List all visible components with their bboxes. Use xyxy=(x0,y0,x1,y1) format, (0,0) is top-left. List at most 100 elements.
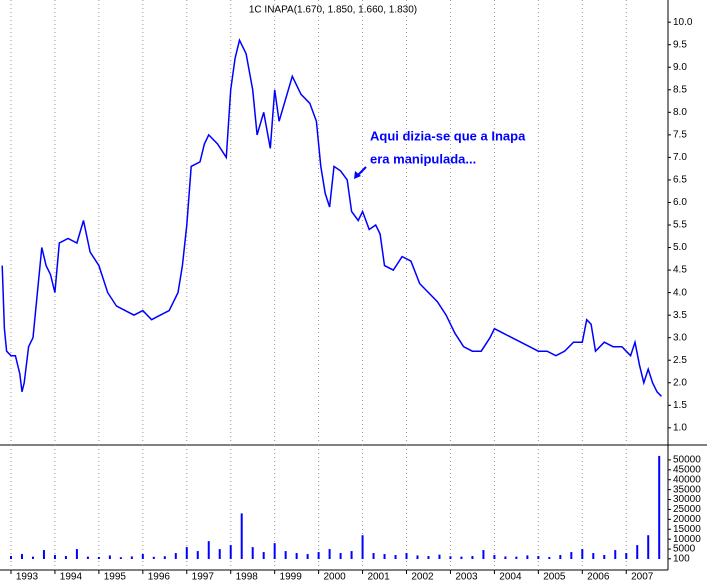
x-tick-label: 2002 xyxy=(411,572,434,582)
volume-bar xyxy=(647,535,650,559)
annotation: era manipulada... xyxy=(370,151,476,166)
x-tick-label: 1999 xyxy=(280,572,303,582)
volume-bar xyxy=(196,551,199,559)
y-tick-label: 5.0 xyxy=(673,242,687,253)
x-tick-label: 1996 xyxy=(148,572,171,582)
y-tick-label: 35000 xyxy=(673,484,701,495)
x-tick-label: 2000 xyxy=(323,572,346,582)
y-tick-label: 15000 xyxy=(673,524,701,535)
volume-bar xyxy=(152,556,155,559)
volume-bar xyxy=(625,553,628,559)
x-tick-label: 2006 xyxy=(587,572,610,582)
y-tick-label: 100 xyxy=(673,553,690,564)
y-tick-label: 8.0 xyxy=(673,107,687,118)
y-tick-label: 9.0 xyxy=(673,62,687,73)
y-tick-label: 30000 xyxy=(673,494,701,505)
volume-bar xyxy=(207,541,210,559)
volume-bar xyxy=(339,553,342,559)
volume-bar xyxy=(317,552,320,559)
volume-bar xyxy=(460,556,463,559)
volume-bar xyxy=(75,549,78,559)
x-tick-label: 2005 xyxy=(543,572,566,582)
volume-bar xyxy=(537,556,540,559)
y-tick-label: 2.0 xyxy=(673,377,687,388)
volume-bar xyxy=(438,554,441,559)
volume-bar xyxy=(295,553,298,559)
volume-bar xyxy=(42,550,45,559)
y-tick-label: 40000 xyxy=(673,474,701,485)
y-tick-label: 50000 xyxy=(673,455,701,466)
x-tick-label: 2004 xyxy=(499,572,522,582)
y-tick-label: 6.0 xyxy=(673,197,687,208)
volume-bar xyxy=(559,555,562,559)
annotation-arrowhead xyxy=(354,171,361,179)
volume-bar xyxy=(383,554,386,559)
volume-bar xyxy=(20,554,23,559)
volume-bar xyxy=(636,545,639,559)
volume-bar xyxy=(548,557,551,559)
volume-bar xyxy=(427,556,430,559)
y-tick-label: 3.0 xyxy=(673,332,687,343)
y-tick-label: 10.0 xyxy=(673,17,693,28)
volume-bar xyxy=(471,556,474,559)
volume-bar xyxy=(86,556,89,559)
volume-bar xyxy=(31,556,34,559)
y-tick-label: 7.0 xyxy=(673,152,687,163)
y-tick-label: 25000 xyxy=(673,504,701,515)
volume-bar xyxy=(185,547,188,559)
y-tick-label: 1.5 xyxy=(673,400,687,411)
y-tick-label: 6.5 xyxy=(673,175,687,186)
volume-bar xyxy=(405,553,408,559)
y-tick-label: 3.5 xyxy=(673,310,687,321)
volume-bar xyxy=(449,556,452,559)
volume-bar xyxy=(229,545,232,559)
volume-bar xyxy=(361,535,364,559)
volume-bar xyxy=(306,554,309,559)
volume-bar xyxy=(108,555,111,559)
y-tick-label: 5.5 xyxy=(673,220,687,231)
x-tick-label: 1994 xyxy=(60,572,83,582)
volume-bar xyxy=(526,555,529,559)
volume-bar xyxy=(240,513,243,559)
y-tick-label: 9.5 xyxy=(673,39,687,50)
volume-bar xyxy=(416,555,419,559)
volume-bar xyxy=(284,551,287,559)
x-tick-label: 2007 xyxy=(631,572,654,582)
y-tick-label: 4.0 xyxy=(673,287,687,298)
volume-bar xyxy=(603,555,606,559)
volume-bar xyxy=(581,549,584,559)
y-tick-label: 20000 xyxy=(673,514,701,525)
volume-bar xyxy=(482,550,485,559)
volume-bar xyxy=(97,557,100,559)
volume-bar xyxy=(614,550,617,559)
volume-bar xyxy=(218,549,221,559)
volume-bar xyxy=(174,553,177,559)
y-tick-label: 1.0 xyxy=(673,422,687,433)
volume-bar xyxy=(658,455,661,559)
volume-bar xyxy=(163,556,166,559)
y-tick-label: 2.5 xyxy=(673,355,687,366)
y-tick-label: 45000 xyxy=(673,464,701,475)
volume-bar xyxy=(350,551,353,559)
volume-bar xyxy=(515,556,518,559)
y-tick-label: 7.5 xyxy=(673,129,687,140)
volume-bar xyxy=(64,556,67,559)
volume-bar xyxy=(130,556,133,559)
x-tick-label: 1995 xyxy=(104,572,127,582)
volume-bar xyxy=(592,553,595,559)
volume-bar xyxy=(119,557,122,559)
annotation: Aqui dizia-se que a Inapa xyxy=(370,128,526,143)
x-tick-label: 1998 xyxy=(236,572,259,582)
volume-bar xyxy=(493,555,496,559)
volume-bar xyxy=(9,556,12,559)
volume-bar xyxy=(570,552,573,559)
x-tick-label: 1993 xyxy=(16,572,39,582)
volume-bar xyxy=(251,547,254,559)
x-tick-label: 2001 xyxy=(367,572,390,582)
x-tick-label: 1997 xyxy=(192,572,215,582)
volume-bar xyxy=(273,543,276,559)
y-tick-label: 8.5 xyxy=(673,84,687,95)
chart-title: 1C INAPA(1.670, 1.850, 1.660, 1.830) xyxy=(249,5,417,16)
